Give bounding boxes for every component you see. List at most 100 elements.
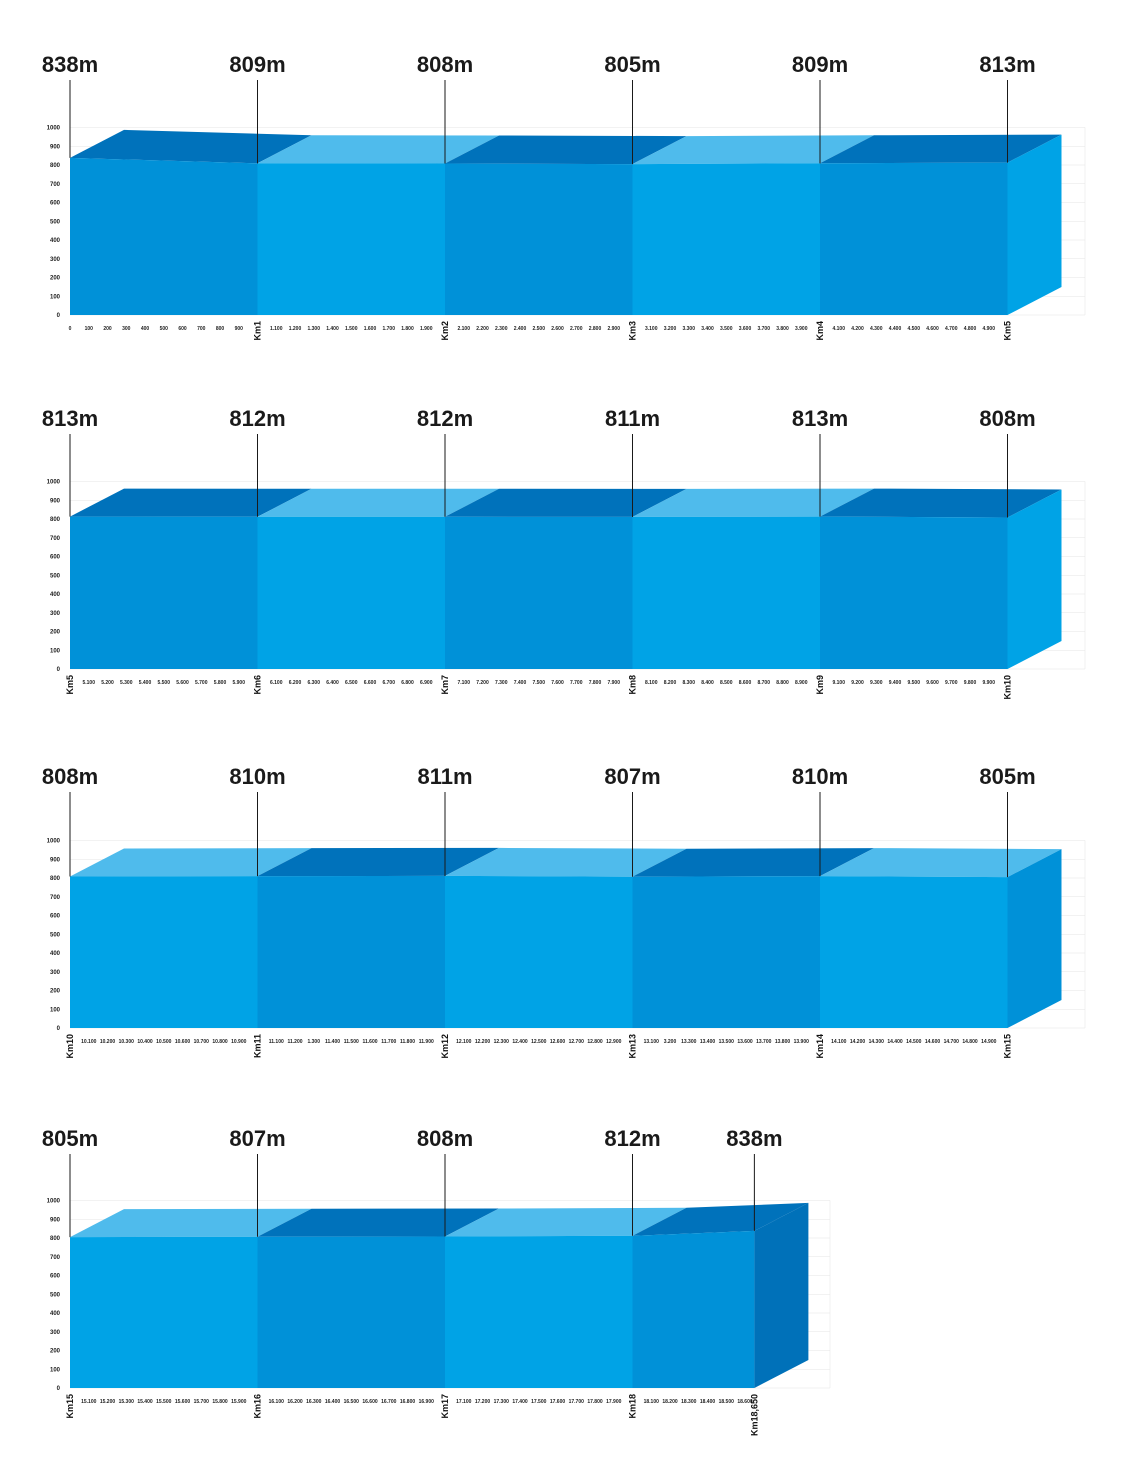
- x-tick-label: 6.700: [382, 680, 395, 686]
- x-tick-label: 800: [216, 326, 225, 332]
- x-tick-label: 9.200: [851, 680, 864, 686]
- y-tick-label: 900: [50, 498, 61, 504]
- x-tick-label: 8.500: [720, 680, 733, 686]
- km-marker-label: Km15: [1003, 1034, 1013, 1059]
- elevation-label: 838m: [726, 1126, 782, 1151]
- elevation-label: 838m: [42, 52, 98, 77]
- profile-front-face: [632, 1230, 755, 1388]
- x-tick-label: 15.700: [194, 1399, 210, 1405]
- x-tick-label: 10.200: [100, 1039, 116, 1045]
- x-tick-label: 14.800: [962, 1039, 978, 1045]
- x-tick-label: 13.600: [737, 1039, 753, 1045]
- elevation-label: 810m: [792, 764, 848, 789]
- x-tick-label: 15.900: [231, 1399, 247, 1405]
- elevation-label: 809m: [792, 52, 848, 77]
- x-tick-label: 12.800: [587, 1039, 603, 1045]
- x-tick-label: 7.600: [551, 680, 564, 686]
- profile-top-face: [632, 1202, 809, 1236]
- x-tick-label: 1.200: [289, 326, 302, 332]
- x-tick-label: 17.800: [587, 1399, 603, 1405]
- elevation-label: 807m: [229, 1126, 285, 1151]
- elevation-label: 808m: [417, 1126, 473, 1151]
- y-tick-label: 0: [57, 313, 61, 319]
- profile-front-face: [257, 1236, 445, 1388]
- y-tick-label: 300: [50, 257, 61, 263]
- x-tick-label: 5.100: [82, 680, 95, 686]
- y-tick-label: 100: [50, 1367, 61, 1373]
- x-tick-label: 18.500: [719, 1399, 735, 1405]
- x-tick-label: 2.500: [532, 326, 545, 332]
- x-tick-label: 18.200: [662, 1399, 678, 1405]
- x-tick-label: 5.200: [101, 680, 114, 686]
- x-tick-label: 8.400: [701, 680, 714, 686]
- profile-side-face: [1007, 489, 1062, 669]
- x-tick-label: 10.100: [81, 1039, 97, 1045]
- profile-top-face: [70, 1208, 312, 1238]
- x-tick-label: 11.100: [269, 1039, 284, 1045]
- x-tick-label: 15.500: [156, 1399, 172, 1405]
- x-tick-label: 8.800: [776, 680, 789, 686]
- y-tick-label: 100: [50, 648, 61, 654]
- x-tick-label: 16.500: [344, 1399, 360, 1405]
- profile-front-face: [70, 1236, 258, 1388]
- profile-top-face: [257, 488, 499, 517]
- x-tick-label: 9.100: [832, 680, 845, 686]
- x-tick-label: 14.300: [869, 1039, 885, 1045]
- x-tick-label: 11.500: [344, 1039, 359, 1045]
- y-tick-label: 900: [50, 1217, 61, 1223]
- km-marker-label: Km3: [628, 321, 638, 341]
- x-tick-label: 5.600: [176, 680, 189, 686]
- km-marker-label: Km1: [253, 321, 263, 341]
- x-tick-label: 13.700: [756, 1039, 772, 1045]
- profile-top-face: [632, 135, 874, 165]
- y-tick-label: 400: [50, 592, 61, 598]
- y-tick-label: 600: [50, 555, 61, 561]
- km-marker-label: Km9: [815, 675, 825, 695]
- x-tick-label: 13.500: [719, 1039, 735, 1045]
- km-marker-label: Km4: [815, 321, 825, 341]
- x-tick-label: 3.400: [701, 326, 714, 332]
- profile-top-face: [820, 848, 1062, 878]
- y-tick-label: 300: [50, 611, 61, 617]
- x-tick-label: 17.100: [456, 1399, 472, 1405]
- x-tick-label: 400: [141, 326, 150, 332]
- elevation-label: 810m: [229, 764, 285, 789]
- x-tick-label: 8.100: [645, 680, 658, 686]
- x-tick-label: 16.400: [325, 1399, 341, 1405]
- x-tick-label: 1.900: [420, 326, 433, 332]
- x-tick-label: 16.700: [381, 1399, 397, 1405]
- x-tick-label: 6.900: [420, 680, 433, 686]
- x-tick-label: 4.200: [851, 326, 864, 332]
- x-tick-label: 13.800: [775, 1039, 791, 1045]
- x-tick-label: 2.600: [551, 326, 564, 332]
- x-tick-label: 14.400: [887, 1039, 903, 1045]
- x-tick-label: 3.200: [664, 326, 677, 332]
- x-tick-label: 4.500: [907, 326, 920, 332]
- x-tick-label: 3.300: [682, 326, 695, 332]
- x-tick-label: 18.100: [644, 1399, 660, 1405]
- x-tick-label: 6.300: [307, 680, 320, 686]
- profile-front-face: [257, 875, 445, 1028]
- x-tick-label: 6.500: [345, 680, 358, 686]
- x-tick-label: 12.700: [569, 1039, 585, 1045]
- profile-top-face: [257, 135, 499, 164]
- x-tick-label: 7.200: [476, 680, 489, 686]
- x-tick-label: 1.500: [345, 326, 358, 332]
- km-marker-label: Km12: [440, 1034, 450, 1059]
- y-tick-label: 900: [50, 857, 61, 863]
- x-tick-label: 12.900: [606, 1039, 622, 1045]
- x-tick-label: 13.400: [700, 1039, 716, 1045]
- x-tick-label: 15.600: [175, 1399, 191, 1405]
- x-tick-label: 6.800: [401, 680, 414, 686]
- x-tick-label: 14.700: [944, 1039, 960, 1045]
- x-tick-label: 5.800: [214, 680, 227, 686]
- y-tick-label: 500: [50, 219, 61, 225]
- profile-side-face: [1007, 849, 1062, 1028]
- x-tick-label: 16.900: [419, 1399, 435, 1405]
- x-tick-label: 17.300: [494, 1399, 510, 1405]
- profile-front-face: [820, 876, 1008, 1028]
- x-tick-label: 7.400: [514, 680, 527, 686]
- y-tick-label: 400: [50, 1311, 61, 1317]
- x-tick-label: 5.400: [139, 680, 152, 686]
- x-tick-label: 10.600: [175, 1039, 191, 1045]
